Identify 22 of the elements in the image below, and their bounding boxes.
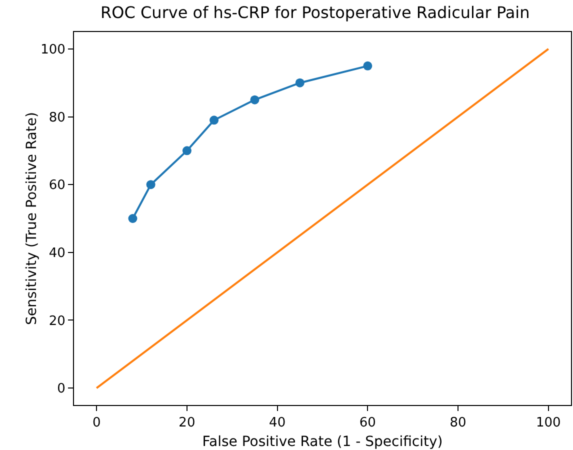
- y-axis-title: Sensitivity (True Positive Rate): [24, 112, 40, 325]
- x-axis-title: False Positive Rate (1 - Specificity): [202, 434, 443, 450]
- point: [250, 95, 260, 104]
- chart-title: ROC Curve of hs-CRP for Postoperative Radicular Pain: [100, 2, 530, 22]
- x-tick-label: 80: [450, 416, 466, 431]
- x-tick-label: 60: [359, 416, 376, 431]
- x-tick-label: 20: [178, 416, 196, 431]
- point: [210, 116, 219, 125]
- point: [128, 214, 138, 223]
- y-tick-label: 0: [57, 382, 66, 397]
- x-tick-label: 0: [92, 416, 101, 431]
- x-tick-label: 40: [269, 416, 286, 431]
- x-tick-label: 100: [536, 416, 561, 431]
- point: [182, 146, 192, 156]
- point: [295, 78, 304, 88]
- point: [363, 61, 372, 70]
- y-tick-label: 40: [48, 246, 66, 261]
- y-tick-label: 80: [48, 110, 66, 126]
- point: [146, 180, 156, 190]
- y-tick-label: 60: [48, 178, 66, 194]
- y-tick-label: 20: [48, 314, 66, 329]
- y-tick-label: 100: [40, 42, 66, 58]
